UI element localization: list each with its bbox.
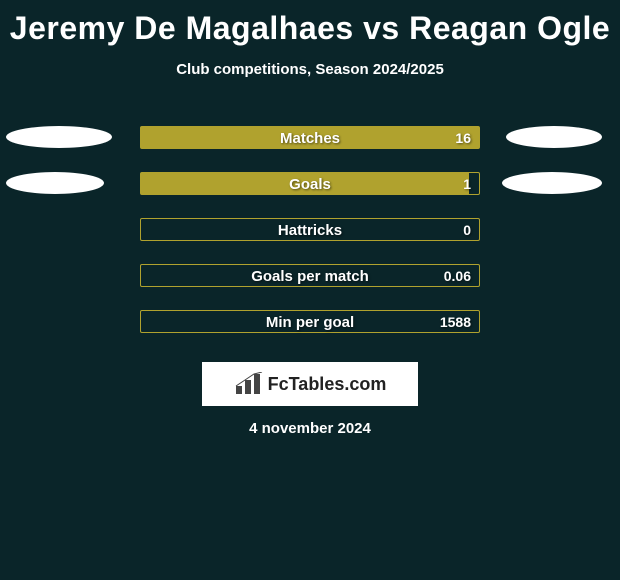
logo-text: FcTables.com [268, 374, 387, 395]
stat-value: 0.06 [444, 268, 471, 284]
stat-bar-fill [141, 173, 469, 194]
stat-value: 1588 [440, 314, 471, 330]
fctables-logo: FcTables.com [202, 362, 418, 406]
stat-value: 0 [463, 222, 471, 238]
player-left-ellipse [6, 126, 112, 148]
page-title: Jeremy De Magalhaes vs Reagan Ogle [0, 0, 620, 47]
subtitle: Club competitions, Season 2024/2025 [0, 61, 620, 78]
player-right-ellipse [506, 126, 602, 148]
stat-bar: Goals1 [140, 172, 480, 195]
stat-bar: Goals per match0.06 [140, 264, 480, 287]
stat-label: Goals per match [141, 268, 479, 285]
stat-bar: Hattricks0 [140, 218, 480, 241]
stat-bar: Min per goal1588 [140, 310, 480, 333]
stat-row: Goals1 [0, 160, 620, 206]
stat-row: Goals per match0.06 [0, 252, 620, 298]
stat-bar-fill [141, 127, 479, 148]
player-left-ellipse [6, 172, 104, 194]
stat-row: Hattricks0 [0, 206, 620, 252]
bar-chart-icon [234, 372, 264, 396]
stat-label: Min per goal [141, 314, 479, 331]
comparison-chart: Matches16 Goals1 Hattricks0 Goals per match… [0, 114, 620, 344]
stat-row: Matches16 [0, 114, 620, 160]
stat-label: Hattricks [141, 222, 479, 239]
stat-row: Min per goal1588 [0, 298, 620, 344]
player-right-ellipse [502, 172, 602, 194]
stat-bar: Matches16 [140, 126, 480, 149]
date-line: 4 november 2024 [0, 420, 620, 437]
